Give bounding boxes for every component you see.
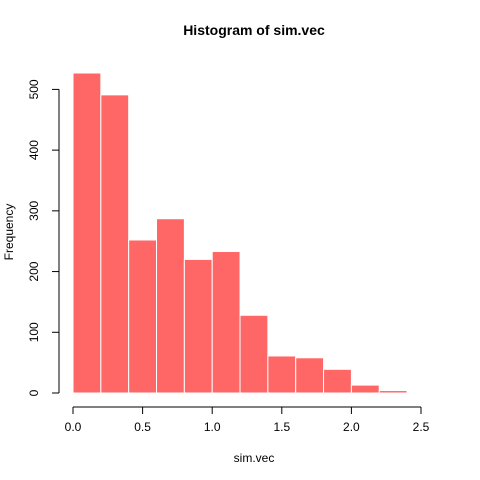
histogram-bar bbox=[211, 251, 241, 394]
chart-title: Histogram of sim.vec bbox=[183, 22, 325, 38]
x-tick-label: 2.5 bbox=[413, 420, 430, 434]
histogram-bar bbox=[128, 239, 158, 394]
histogram-bar bbox=[323, 368, 352, 394]
histogram-bar bbox=[350, 384, 380, 394]
x-tick-label: 0.5 bbox=[134, 420, 151, 434]
histogram-bar bbox=[156, 218, 185, 394]
y-axis: 0 100 200 300 400 500 bbox=[27, 79, 60, 396]
histogram-bar bbox=[183, 258, 213, 394]
y-tick-label: 0 bbox=[27, 389, 41, 396]
x-tick-label: 1.0 bbox=[204, 420, 221, 434]
y-tick-label: 500 bbox=[27, 79, 41, 99]
x-tick-label: 0.0 bbox=[65, 420, 82, 434]
histogram-bar bbox=[239, 314, 269, 394]
histogram-bar bbox=[72, 72, 102, 394]
y-tick-label: 100 bbox=[27, 322, 41, 342]
x-tick-label: 1.5 bbox=[273, 420, 290, 434]
histogram-bar bbox=[295, 357, 325, 394]
y-tick-label: 300 bbox=[27, 201, 41, 221]
x-tick-label: 2.0 bbox=[343, 420, 360, 434]
y-tick-label: 400 bbox=[27, 140, 41, 160]
bars-group bbox=[72, 72, 408, 394]
histogram-bar bbox=[378, 390, 408, 394]
histogram-bar bbox=[100, 94, 130, 394]
histogram-bar bbox=[267, 355, 297, 394]
y-tick-label: 200 bbox=[27, 261, 41, 281]
x-axis: 0.0 0.5 1.0 1.5 2.0 2.5 bbox=[65, 406, 430, 434]
y-axis-label: Frequency bbox=[2, 204, 16, 261]
x-axis-label: sim.vec bbox=[234, 451, 275, 465]
